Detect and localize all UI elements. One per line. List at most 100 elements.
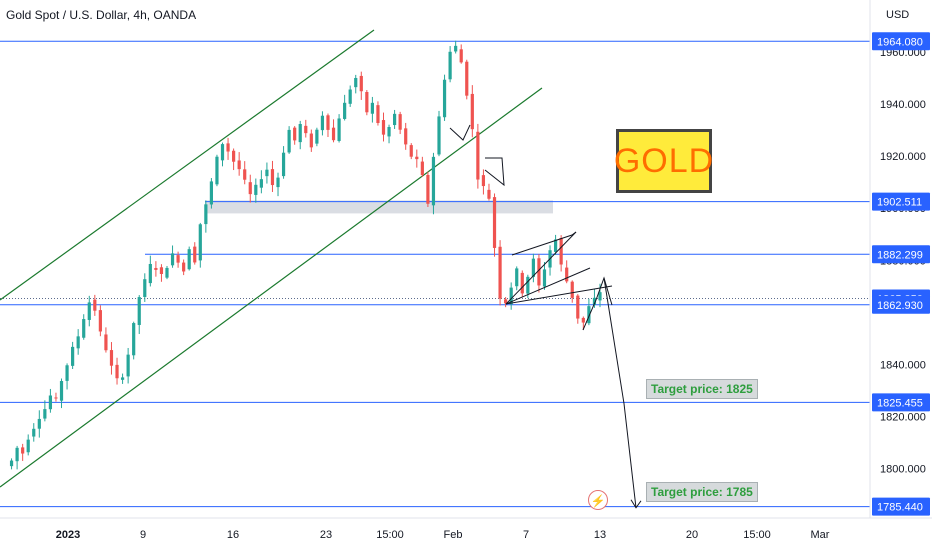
candle [481, 169, 486, 195]
candle [281, 146, 286, 179]
candle-body [154, 267, 158, 270]
candle-body [237, 160, 241, 170]
candle [204, 200, 208, 233]
candle [109, 342, 114, 375]
candle-body [293, 127, 297, 141]
time-tick-2: 16 [227, 529, 239, 541]
candle-body [581, 317, 585, 323]
candle-body [537, 258, 541, 286]
price-badge-text: 1785.440 [877, 502, 923, 514]
candle [120, 373, 125, 384]
candle [509, 282, 513, 310]
candle [515, 266, 519, 291]
support-zone-rect [205, 200, 553, 214]
candle-body [243, 169, 247, 180]
candle-body [448, 51, 452, 80]
candle [115, 357, 119, 385]
candle-body [298, 124, 302, 143]
candle-body [509, 287, 513, 305]
trend-channel [0, 29, 543, 488]
candle-body [37, 418, 41, 429]
candle-body [559, 238, 563, 265]
candle [220, 142, 225, 167]
candle [243, 161, 247, 185]
candle-body [287, 129, 291, 153]
candle [437, 110, 441, 157]
candle [387, 124, 391, 144]
price-badge-bg [872, 393, 930, 412]
candle-body [370, 102, 374, 114]
price-axis: 1800.0001820.0001840.0001880.0001900.000… [869, 0, 930, 518]
candle [26, 434, 30, 456]
candle [559, 235, 563, 272]
price-tick-1940: 1940.000 [880, 99, 926, 111]
candle-body [376, 105, 380, 124]
candle [287, 126, 291, 154]
candle-body [187, 249, 191, 270]
candle-body [304, 125, 308, 134]
candle [581, 316, 585, 331]
candle-body [93, 299, 97, 311]
price-badge-1964.080: 1964.080 [872, 32, 930, 51]
candle-body [487, 189, 491, 199]
candle [54, 392, 58, 402]
candle [59, 378, 64, 409]
candle-body [232, 150, 236, 162]
candle [9, 458, 14, 470]
candle [365, 90, 369, 116]
candle-body [481, 175, 486, 187]
candle [270, 160, 275, 192]
candle-body [587, 306, 591, 324]
candle [442, 74, 447, 121]
candle [476, 123, 480, 189]
candle-body [21, 447, 25, 454]
candle [570, 280, 574, 303]
candle [215, 154, 219, 187]
candle-body [431, 156, 436, 206]
candle [170, 245, 175, 268]
candle-body [59, 381, 64, 401]
candle-body [109, 350, 114, 366]
candle [354, 74, 358, 94]
candle-body [598, 292, 602, 301]
lightning-icon[interactable]: ⚡ [588, 490, 608, 510]
price-tick-1800: 1800.000 [880, 464, 926, 476]
candle-body [159, 267, 164, 275]
candle-body [54, 397, 58, 399]
candle [43, 400, 47, 422]
price-badge-bg [872, 192, 930, 211]
candle-body [148, 263, 152, 284]
candle-body [504, 299, 508, 304]
candlestick-series [9, 40, 602, 470]
candle-body [48, 395, 53, 410]
candle [359, 71, 363, 100]
candle-body [265, 169, 269, 177]
candle-body [565, 267, 569, 282]
candle-body [315, 129, 319, 144]
candle [381, 112, 386, 142]
price-tick-1920: 1920.000 [880, 151, 926, 163]
candle-body [32, 428, 36, 437]
target-label-1785: Target price: 1785 [646, 482, 758, 502]
candle [154, 261, 158, 277]
candle [370, 96, 374, 123]
candle [404, 122, 408, 150]
time-tick-10: Mar [811, 529, 830, 541]
candle-body [98, 310, 102, 332]
candle-body [132, 323, 136, 356]
candle-body [220, 144, 225, 161]
candle [226, 137, 230, 160]
price-badge-bg [872, 295, 930, 314]
candle [187, 246, 191, 271]
candle [542, 262, 547, 290]
candle-body [570, 281, 574, 298]
candle [576, 294, 580, 324]
candle [343, 94, 347, 121]
candle [37, 410, 41, 438]
candle [98, 305, 102, 337]
projection-line [603, 277, 637, 508]
price-badge-text: 1825.455 [877, 397, 923, 409]
candle [198, 222, 202, 268]
candle-body [331, 127, 336, 141]
